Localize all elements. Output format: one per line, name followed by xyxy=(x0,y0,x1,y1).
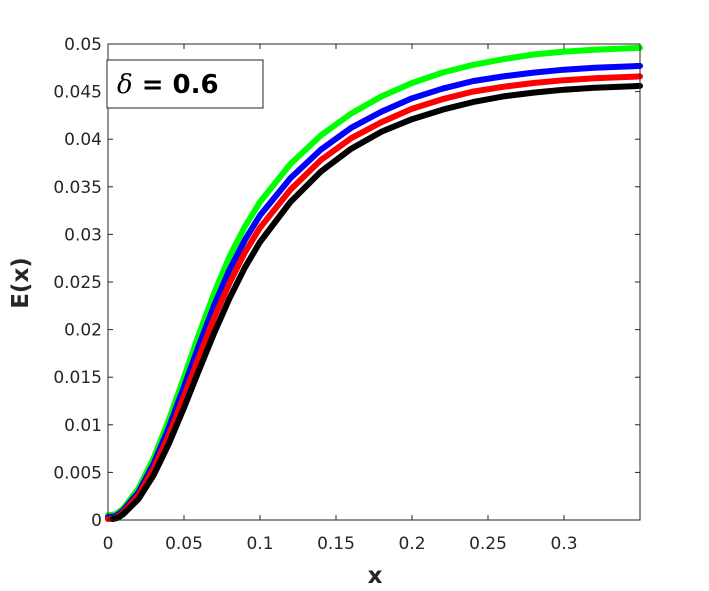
series-layer xyxy=(105,44,643,522)
annotation-box: δ = 0.6 xyxy=(106,59,264,109)
series-line-4 xyxy=(109,82,643,522)
x-tick-label: 0 xyxy=(103,534,114,554)
series-line-3 xyxy=(105,73,643,522)
x-tick-label: 0.1 xyxy=(246,534,273,554)
annotation-value: = 0.6 xyxy=(133,70,219,100)
y-tick-label: 0.035 xyxy=(53,178,102,198)
y-tick-label: 0.03 xyxy=(64,225,102,245)
x-tick-label: 0.15 xyxy=(317,534,355,554)
x-tick-label: 0.05 xyxy=(165,534,203,554)
y-axis-title: E(x) xyxy=(8,257,34,309)
annotation-frame xyxy=(106,59,264,109)
y-tick-label: 0.01 xyxy=(64,416,102,436)
annotation-symbol: δ xyxy=(117,70,133,100)
y-tick-label: 0.025 xyxy=(53,273,102,293)
y-tick-label: 0 xyxy=(91,511,102,531)
y-tick-label: 0.05 xyxy=(64,35,102,55)
ticks-layer: 0 0.05 0.1 0.15 0.2 0.25 0.3 0 0.005 0.01 0.015 0.0… xyxy=(53,35,640,554)
x-tick-label: 0.3 xyxy=(550,534,577,554)
y-tick-label: 0.045 xyxy=(53,83,102,103)
annotation-label: δ = 0.6 xyxy=(117,70,219,100)
y-tick-label: 0.005 xyxy=(53,463,102,483)
x-tick-label: 0.25 xyxy=(469,534,507,554)
x-axis-title: x xyxy=(368,563,383,589)
y-tick-label: 0.02 xyxy=(64,321,102,341)
y-tick-label: 0.04 xyxy=(64,130,102,150)
y-tick-label: 0.015 xyxy=(53,368,102,388)
x-tick-label: 0.2 xyxy=(398,534,425,554)
